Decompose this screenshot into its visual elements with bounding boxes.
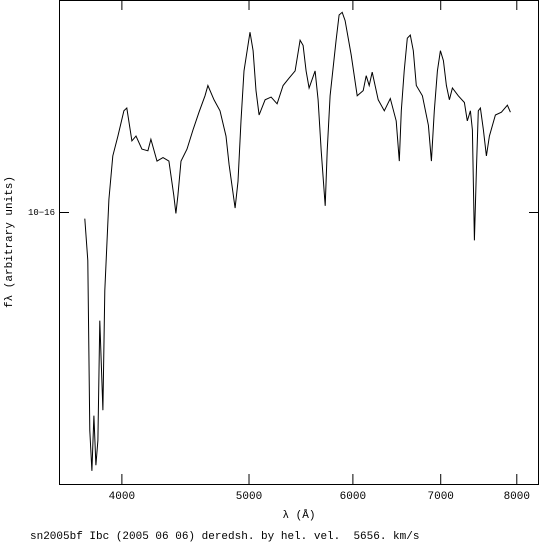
x-tick-label: 6000 xyxy=(340,491,366,503)
x-tick-label: 8000 xyxy=(504,491,530,503)
y-tick-label: 10−16 xyxy=(28,208,55,218)
spectrum-line xyxy=(84,11,511,471)
y-axis-title: fλ (arbitrary units) xyxy=(4,176,16,308)
caption: sn2005bf Ibc (2005 06 06) deredsh. by he… xyxy=(30,531,419,543)
x-tick-label: 4000 xyxy=(109,491,135,503)
plot-frame xyxy=(59,0,539,485)
x-tick-label: 5000 xyxy=(236,491,262,503)
x-tick-label: 7000 xyxy=(428,491,454,503)
x-axis-title: λ (Å) xyxy=(282,509,315,522)
